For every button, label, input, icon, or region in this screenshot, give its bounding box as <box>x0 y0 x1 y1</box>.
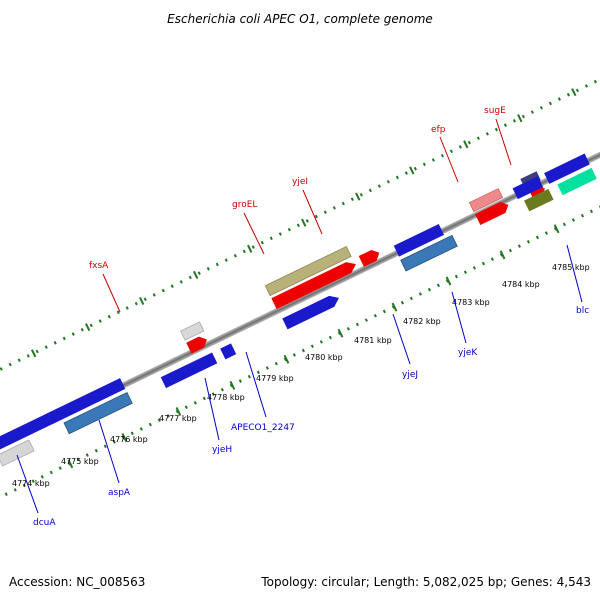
tick-label-4777: 4777 kbp <box>159 414 197 423</box>
gene-label-yjeI[interactable]: yjeI <box>292 177 308 187</box>
map-title: Escherichia coli APEC O1, complete genom… <box>167 12 433 26</box>
reverse-dotted-track <box>0 158 600 527</box>
leader-groEL <box>243 212 265 255</box>
tick-labels: 4774 kbp 4775 kbp 4776 kbp 4777 kbp 4778… <box>12 263 590 488</box>
gene-label-APECO1_2247[interactable]: APECO1_2247 <box>231 423 295 433</box>
gene-yjeK[interactable] <box>400 234 458 272</box>
leader-dcuA <box>16 454 39 514</box>
leader-yjeI <box>302 189 323 235</box>
gene-fxsA[interactable] <box>180 321 205 341</box>
gene-yjeI-cds[interactable] <box>358 247 382 267</box>
leader-yjeH <box>204 377 220 441</box>
tick-label-4775: 4775 kbp <box>61 457 99 466</box>
genome-strip <box>0 54 600 527</box>
forward-major-ticks <box>30 88 577 358</box>
gene-aspA[interactable] <box>63 391 133 435</box>
accession-text: Accession: NC_008563 <box>9 575 145 589</box>
reverse-genes <box>0 153 597 467</box>
gene-APECO1_2247[interactable] <box>220 343 237 360</box>
tick-label-4776: 4776 kbp <box>110 435 148 444</box>
forward-gene-labels: fxsA groEL yjeI efp sugE <box>89 106 512 313</box>
gene-label-sugE[interactable]: sugE <box>484 106 506 116</box>
reverse-major-ticks <box>67 224 560 469</box>
gene-label-groEL[interactable]: groEL <box>232 200 257 210</box>
gene-fxsA-cds[interactable] <box>186 334 209 354</box>
tick-label-4778: 4778 kbp <box>207 393 245 402</box>
gene-label-yjeJ[interactable]: yjeJ <box>402 370 418 380</box>
tick-label-4774: 4774 kbp <box>12 479 50 488</box>
tick-label-4784: 4784 kbp <box>502 280 540 289</box>
tick-label-4779: 4779 kbp <box>256 374 294 383</box>
gene-blc[interactable] <box>524 188 554 212</box>
gene-label-aspA[interactable]: aspA <box>108 488 131 498</box>
leader-efp <box>439 136 459 183</box>
leader-fxsA <box>102 273 121 313</box>
leader-APECO1_2247 <box>245 351 267 418</box>
tick-label-4783: 4783 kbp <box>452 298 490 307</box>
gene-blc-aux[interactable] <box>557 167 597 196</box>
leader-sugE <box>495 118 512 166</box>
leader-yjeJ <box>392 313 411 365</box>
gene-aspA-partner[interactable] <box>46 378 126 425</box>
tick-label-4780: 4780 kbp <box>305 353 343 362</box>
gene-yjeJ[interactable] <box>282 292 341 330</box>
gene-label-blc[interactable]: blc <box>576 306 589 316</box>
leader-yjeK <box>451 291 467 344</box>
gene-label-dcuA[interactable]: dcuA <box>33 518 56 528</box>
tick-label-4782: 4782 kbp <box>403 317 441 326</box>
tick-label-4781: 4781 kbp <box>354 336 392 345</box>
genome-summary-text: Topology: circular; Length: 5,082,025 bp… <box>260 575 591 589</box>
tick-label-4785: 4785 kbp <box>552 263 590 272</box>
gene-label-yjeH[interactable]: yjeH <box>212 445 232 455</box>
gene-groEL-cds[interactable] <box>271 259 358 310</box>
reverse-gene-labels: dcuA aspA yjeH APECO1_2247 yjeJ yjeK blc <box>16 244 589 528</box>
gene-blc-upper[interactable] <box>512 176 544 200</box>
gene-blc-upper-2[interactable] <box>544 153 590 184</box>
gene-efp[interactable] <box>468 188 504 213</box>
gene-dcuA[interactable] <box>0 412 55 450</box>
gene-label-efp[interactable]: efp <box>431 125 446 135</box>
forward-dotted-track <box>0 54 600 423</box>
gene-groEL[interactable] <box>264 245 352 297</box>
gene-yjeH[interactable] <box>160 352 218 389</box>
genome-backbone <box>0 114 600 486</box>
leader-aspA <box>98 419 120 484</box>
gene-label-fxsA[interactable]: fxsA <box>89 261 109 271</box>
gene-label-yjeK[interactable]: yjeK <box>458 348 478 358</box>
leader-blc <box>566 244 583 303</box>
gene-efp-cds[interactable] <box>475 199 511 226</box>
gene-left-grey[interactable] <box>0 439 35 467</box>
gene-yjeK-upper[interactable] <box>393 224 444 257</box>
